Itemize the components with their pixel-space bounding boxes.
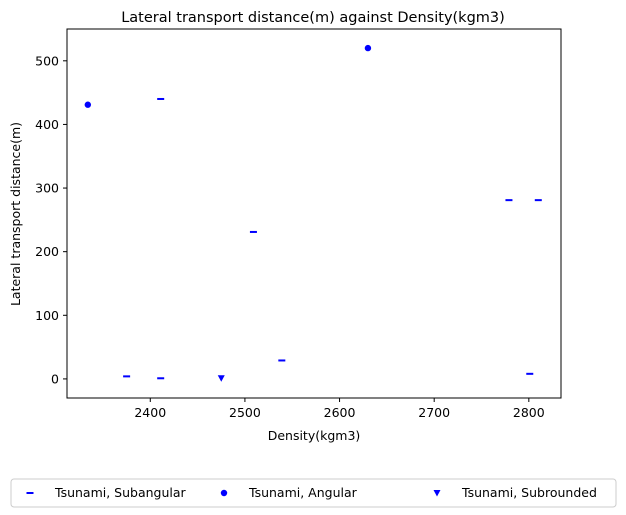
- y-tick-label: 500: [35, 53, 59, 68]
- x-tick-label: 2400: [134, 405, 166, 420]
- legend-label: Tsunami, Subangular: [54, 485, 187, 500]
- data-point: [505, 199, 513, 202]
- data-point: [534, 199, 542, 202]
- legend-marker: [220, 489, 228, 497]
- legend-entry: Tsunami, Angular: [220, 485, 358, 500]
- y-tick-label: 300: [35, 181, 59, 196]
- legend-marker: [433, 490, 441, 497]
- data-point: [157, 97, 165, 100]
- y-axis-label: Lateral transport distance(m): [8, 122, 23, 306]
- legend-label: Tsunami, Angular: [248, 485, 358, 500]
- data-point: [157, 377, 165, 380]
- data-point: [84, 101, 92, 108]
- legend-marker: [26, 492, 34, 494]
- legend-entry: Tsunami, Subrounded: [433, 485, 597, 500]
- x-tick-label: 2500: [229, 405, 261, 420]
- data-points: [84, 44, 542, 382]
- x-axis-label: Density(kgm3): [268, 428, 361, 443]
- legend-entry: Tsunami, Subangular: [26, 485, 187, 500]
- plot-area: [66, 28, 562, 399]
- plot-frame: [66, 28, 562, 399]
- chart-title: Lateral transport distance(m) against De…: [121, 10, 505, 26]
- x-tick-label: 2600: [324, 405, 356, 420]
- data-point: [123, 375, 131, 378]
- axis-ticks: 2400 2500 2600 2700 2800 0 100 200 300 400 500: [35, 53, 545, 420]
- legend-label: Tsunami, Subrounded: [461, 485, 597, 500]
- data-point: [217, 375, 225, 382]
- y-tick-label: 100: [35, 308, 59, 323]
- legend: Tsunami, Subangular Tsunami, Angular Tsuna…: [10, 478, 617, 508]
- data-point: [364, 44, 372, 52]
- legend-box: [10, 478, 617, 508]
- data-point: [249, 230, 257, 233]
- data-point: [526, 372, 534, 375]
- y-tick-label: 0: [51, 371, 59, 386]
- y-tick-label: 400: [35, 117, 59, 132]
- data-point: [278, 359, 286, 362]
- x-tick-label: 2800: [513, 405, 545, 420]
- x-tick-label: 2700: [418, 405, 450, 420]
- y-tick-label: 200: [35, 244, 59, 259]
